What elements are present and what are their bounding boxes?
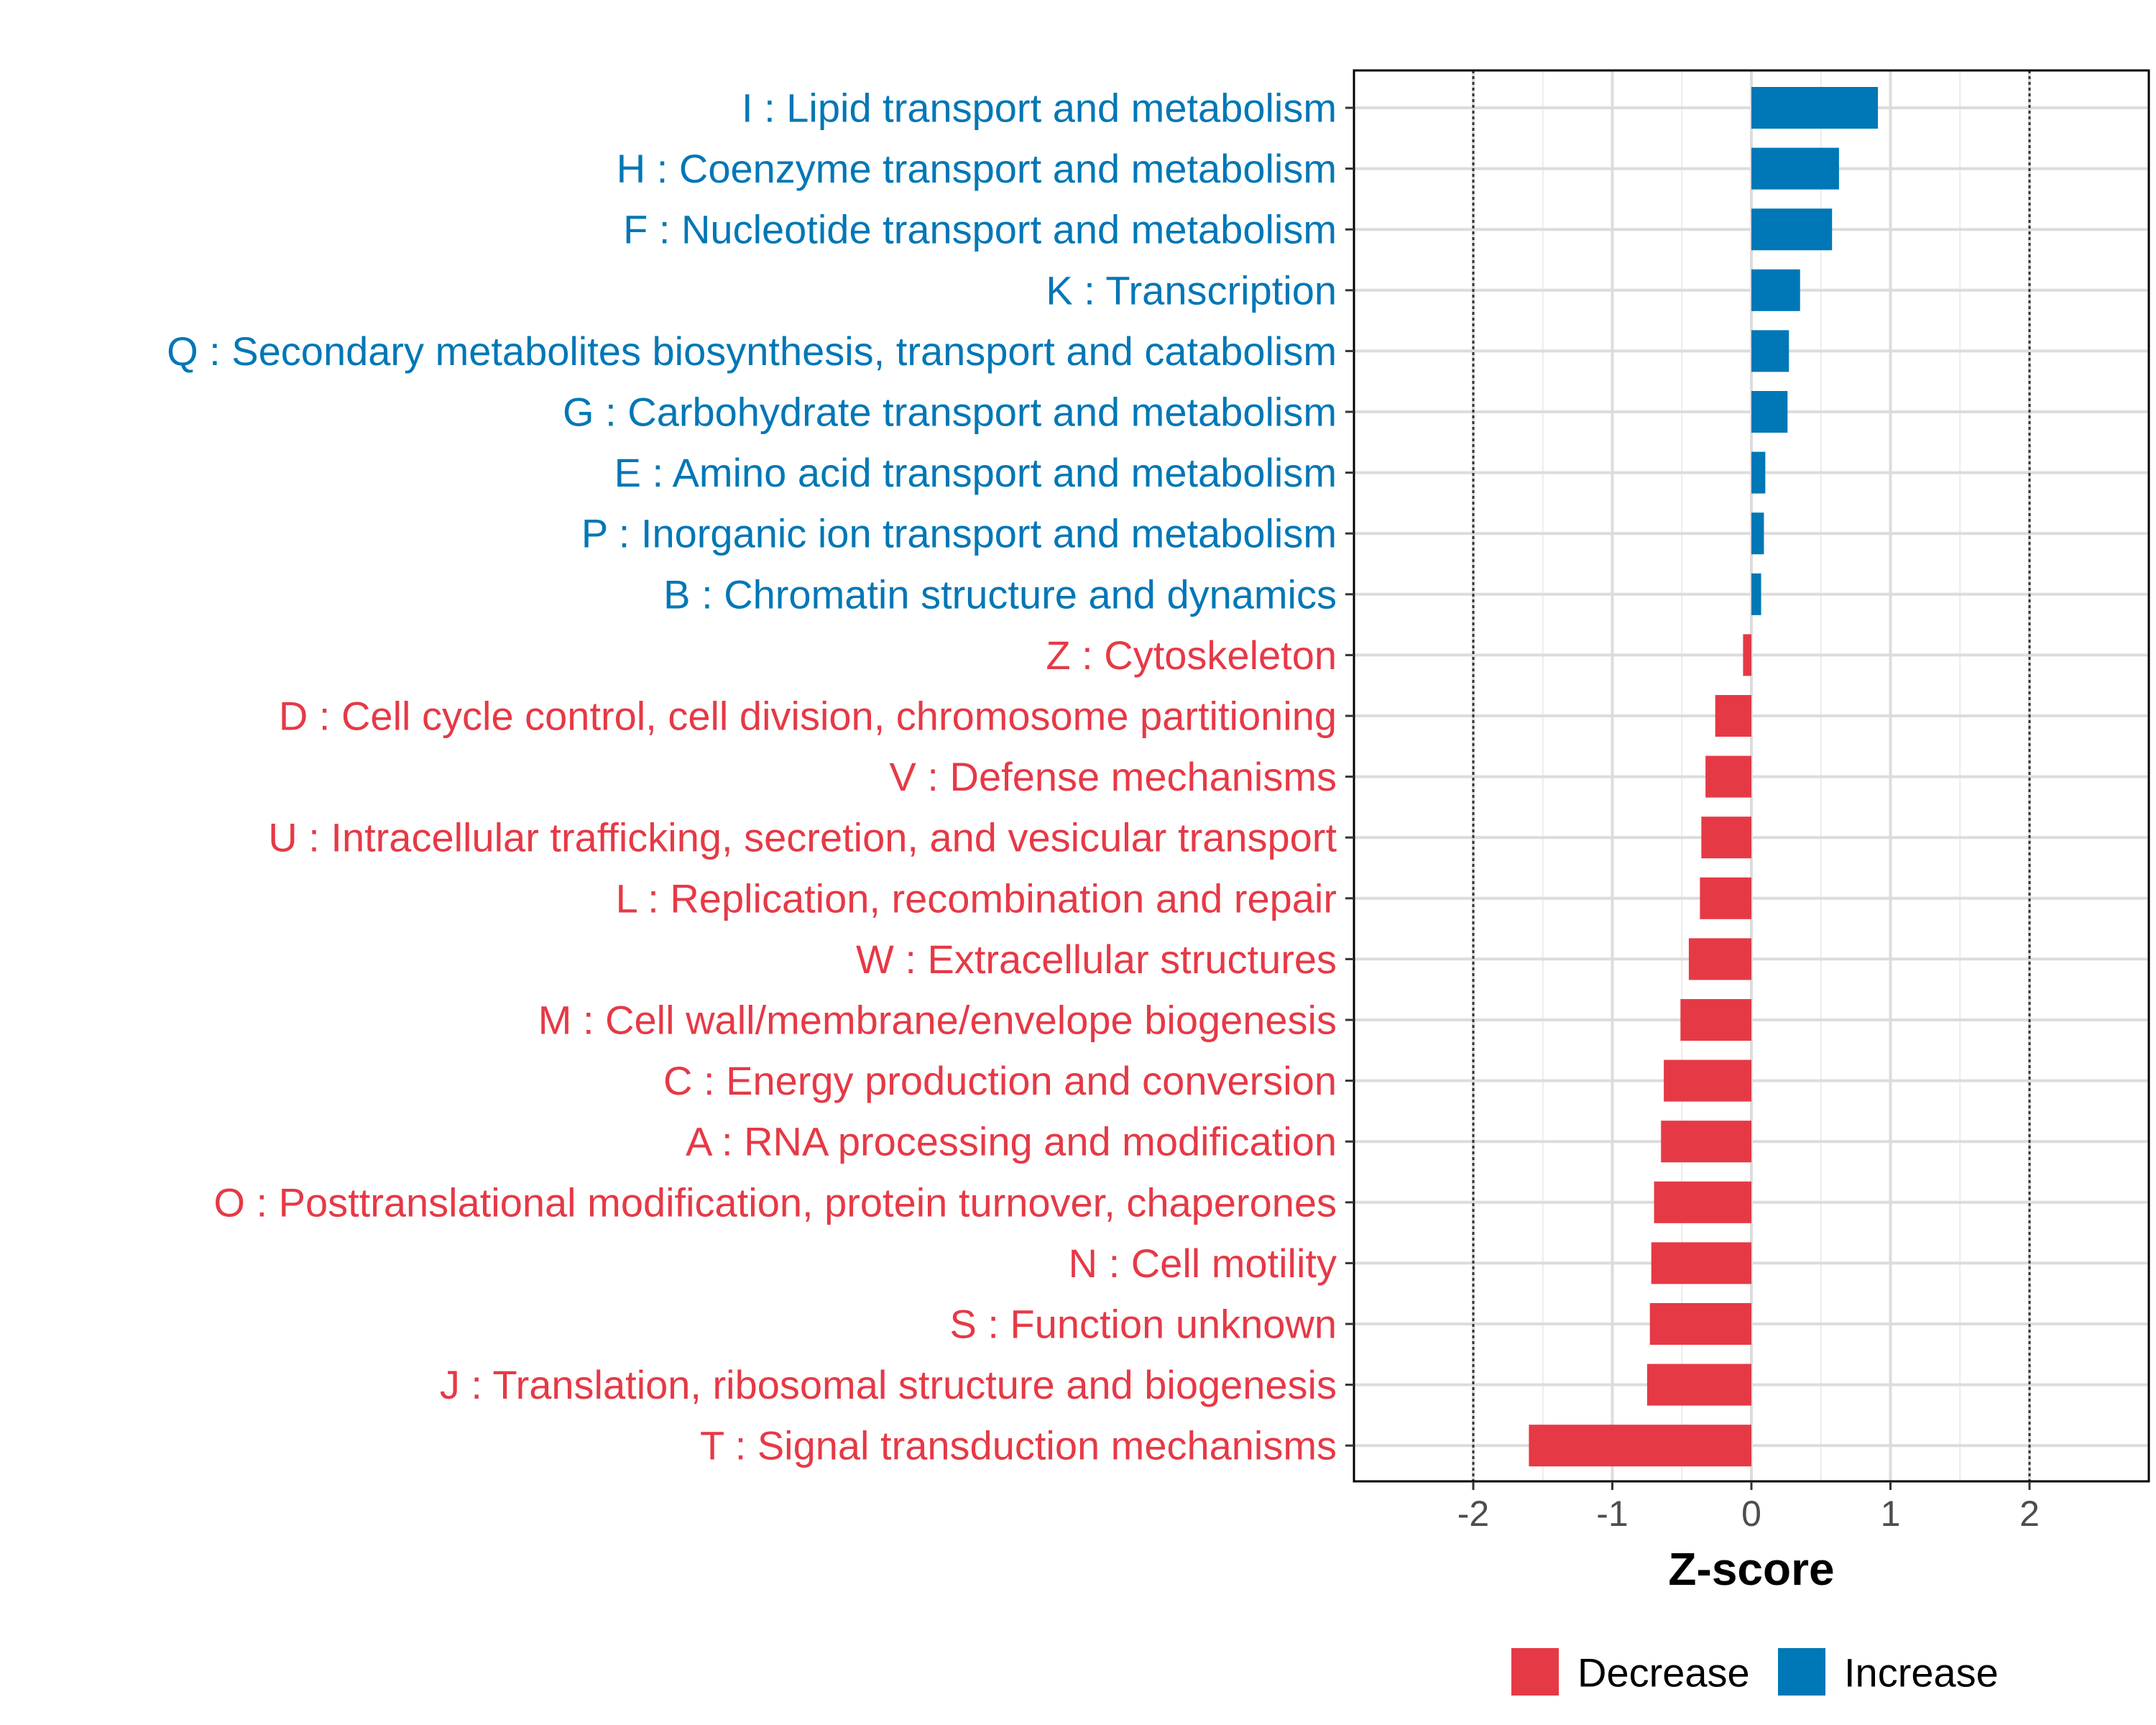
bar <box>1751 87 1879 129</box>
category-label: N : Cell motility <box>1069 1241 1337 1286</box>
legend: Decrease Increase <box>1511 1648 1999 1696</box>
bar <box>1751 451 1766 494</box>
category-label: U : Intracellular trafficking, secretion… <box>268 815 1337 860</box>
category-label: J : Translation, ribosomal structure and… <box>440 1362 1337 1407</box>
legend-label-increase: Increase <box>1844 1650 1999 1696</box>
category-label: I : Lipid transport and metabolism <box>742 86 1337 131</box>
bar <box>1680 999 1751 1041</box>
category-label: F : Nucleotide transport and metabolism <box>623 207 1337 252</box>
category-label: B : Chromatin structure and dynamics <box>663 571 1337 617</box>
category-label: P : Inorganic ion transport and metaboli… <box>581 511 1337 556</box>
category-label: O : Posttranslational modification, prot… <box>213 1179 1337 1225</box>
reference-lines <box>1472 70 2031 1481</box>
bar <box>1705 755 1751 798</box>
bar <box>1529 1425 1751 1467</box>
x-axis-title: Z-score <box>1668 1543 1834 1595</box>
x-tick-label: -2 <box>1457 1494 1489 1534</box>
bar <box>1649 1303 1751 1345</box>
bar <box>1751 147 1839 190</box>
bar <box>1751 512 1764 555</box>
bar <box>1751 330 1789 372</box>
category-label: W : Extracellular structures <box>856 937 1337 982</box>
category-label: Q : Secondary metabolites biosynthesis, … <box>167 328 1337 374</box>
bar <box>1646 1363 1751 1406</box>
bar <box>1715 695 1751 737</box>
bar <box>1743 634 1751 676</box>
bar <box>1651 1242 1751 1284</box>
x-axis-ticks: -2 -1 0 1 2 <box>1457 1481 2040 1534</box>
bar <box>1751 269 1800 311</box>
bar <box>1751 391 1788 433</box>
legend-label-decrease: Decrease <box>1577 1650 1750 1696</box>
legend-key-increase <box>1778 1648 1825 1696</box>
bar <box>1700 877 1751 919</box>
x-tick-label: 1 <box>1881 1494 1901 1534</box>
bar <box>1688 938 1751 980</box>
category-label: V : Defense mechanisms <box>890 754 1337 799</box>
y-axis-ticks <box>1345 106 1354 1447</box>
category-label: Z : Cytoskeleton <box>1046 632 1337 678</box>
category-label: E : Amino acid transport and metabolism <box>614 450 1337 495</box>
category-label: H : Coenzyme transport and metabolism <box>617 146 1337 191</box>
bar <box>1751 208 1833 251</box>
category-labels: I : Lipid transport and metabolism H : Co… <box>167 86 1337 1468</box>
category-label: L : Replication, recombination and repai… <box>616 875 1337 921</box>
legend-key-decrease <box>1511 1648 1559 1696</box>
bar <box>1661 1121 1751 1163</box>
bars <box>1529 87 1879 1467</box>
category-label: A : RNA processing and modification <box>686 1119 1337 1164</box>
category-label: C : Energy production and conversion <box>663 1058 1337 1103</box>
category-label: G : Carbohydrate transport and metabolis… <box>563 390 1337 435</box>
bar <box>1654 1181 1751 1223</box>
bar <box>1701 816 1751 859</box>
x-tick-label: -1 <box>1596 1494 1628 1534</box>
category-label: D : Cell cycle control, cell division, c… <box>279 694 1337 739</box>
x-tick-label: 0 <box>1741 1494 1761 1534</box>
bar <box>1664 1059 1751 1102</box>
category-label: S : Function unknown <box>949 1302 1337 1347</box>
category-label: T : Signal transduction mechanisms <box>700 1423 1337 1468</box>
bar <box>1751 573 1761 615</box>
x-tick-label: 2 <box>2019 1494 2040 1534</box>
category-label: M : Cell wall/membrane/envelope biogenes… <box>538 998 1337 1043</box>
category-label: K : Transcription <box>1046 267 1337 313</box>
